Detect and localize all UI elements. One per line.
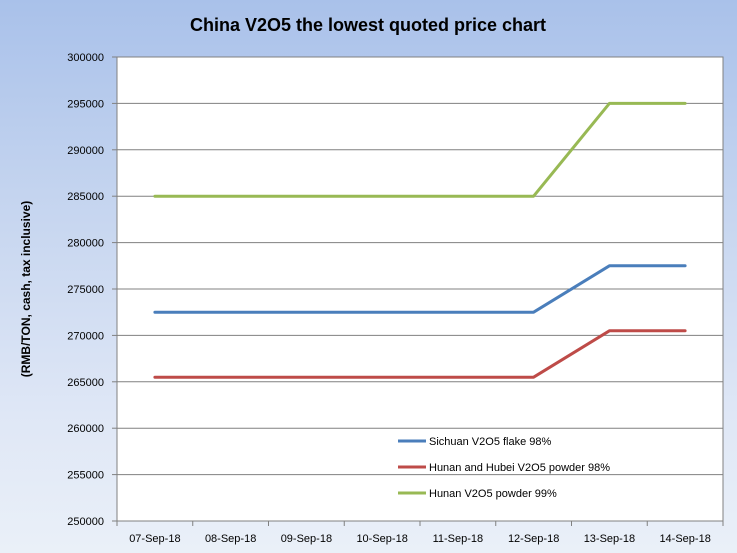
chart-title: China V2O5 the lowest quoted price chart (190, 15, 546, 35)
x-axis-ticks: 07-Sep-18 08-Sep-18 09-Sep-18 10-Sep-18 11-S… (116, 521, 724, 545)
x-tick-label: 09-Sep-18 (281, 533, 332, 545)
x-tick-label: 10-Sep-18 (356, 533, 407, 545)
y-axis-label: (RMB/TON, cash, tax inclusive) (19, 201, 33, 378)
legend-label: Hunan V2O5 powder 99% (429, 488, 557, 500)
series-lines (153, 101, 687, 379)
y-tick-label: 300000 (67, 52, 104, 64)
x-tick-label: 11-Sep-18 (433, 533, 484, 545)
y-tick-label: 285000 (67, 191, 104, 203)
y-tick-label: 250000 (67, 516, 104, 528)
x-tick-label: 14-Sep-18 (659, 533, 710, 545)
y-tick-label: 255000 (67, 470, 104, 482)
series-line-3 (153, 101, 687, 198)
legend-label: Hunan and Hubei V2O5 powder 98% (429, 462, 610, 474)
series-line-2 (153, 329, 687, 379)
y-tick-label: 270000 (67, 330, 104, 342)
y-tick-label: 265000 (67, 377, 104, 389)
legend: Sichuan V2O5 flake 98% Hunan and Hubei V2… (398, 436, 610, 500)
x-tick-label: 13-Sep-18 (584, 533, 635, 545)
x-tick-label: 07-Sep-18 (129, 533, 180, 545)
series-line-1 (153, 264, 687, 314)
y-tick-label: 295000 (67, 98, 104, 110)
y-axis-ticks: 250000 255000 260000 265000 270000 275000 2800… (67, 52, 117, 528)
legend-label: Sichuan V2O5 flake 98% (429, 436, 552, 448)
y-tick-label: 275000 (67, 284, 104, 296)
y-tick-label: 290000 (67, 145, 104, 157)
x-tick-label: 12-Sep-18 (508, 533, 559, 545)
y-tick-label: 280000 (67, 238, 104, 250)
y-tick-label: 260000 (67, 423, 104, 435)
x-tick-label: 08-Sep-18 (205, 533, 256, 545)
